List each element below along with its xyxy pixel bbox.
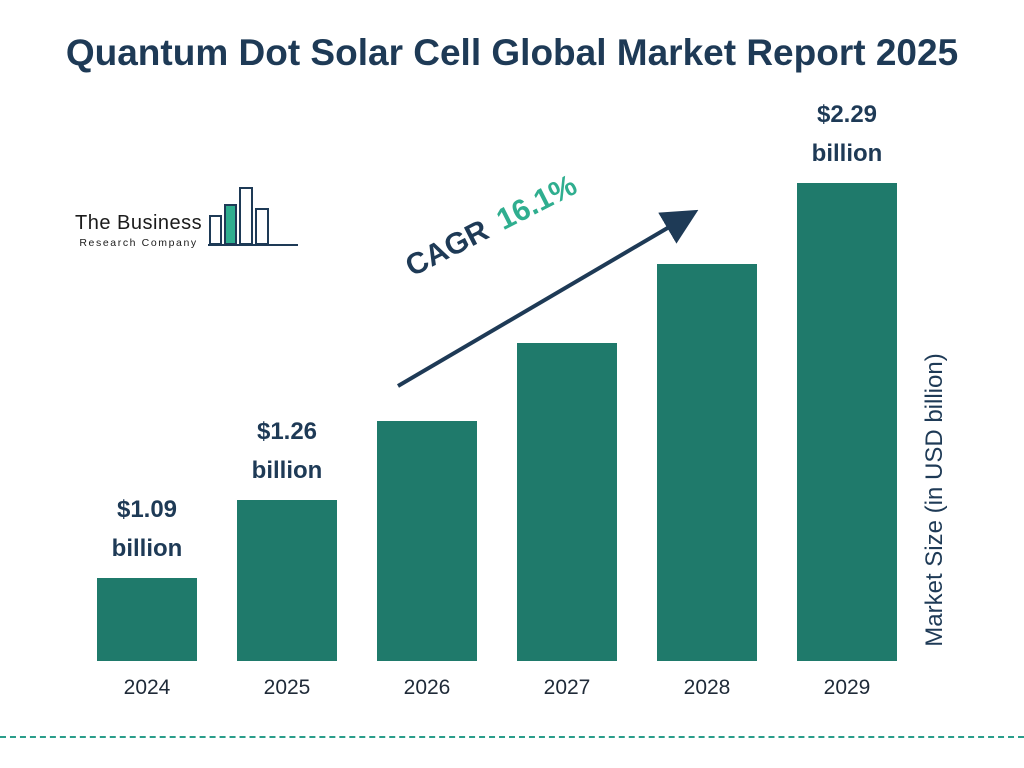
bar-chart: $1.09 billion 2024 $1.26 billion 2025 2026 20… [88, 96, 906, 700]
bar-2026 [377, 421, 477, 661]
logo-text-line2: Research Company [79, 237, 198, 249]
logo-bars-icon [208, 187, 299, 246]
page-title: Quantum Dot Solar Cell Global Market Rep… [65, 32, 959, 73]
bar-2027 [517, 343, 617, 661]
bar-value-label: $2.29 billion [811, 101, 883, 167]
bar-column-2029: $2.29 billion 2029 [788, 96, 906, 700]
x-axis-label-2029: 2029 [823, 676, 871, 699]
bar-column-2027: 2027 [508, 333, 626, 700]
logo-text-line1: The Business [75, 212, 203, 234]
bar-column-2024: $1.09 billion 2024 [88, 491, 206, 700]
logo-text: The Business Research Company [75, 212, 202, 249]
bar-2024 [97, 578, 197, 661]
company-logo: The Business Research Company [75, 185, 300, 249]
bar-column-2028: 2028 [648, 254, 766, 700]
bar-2025 [237, 500, 337, 661]
x-axis-label-2027: 2027 [543, 676, 591, 699]
bar-column-2025: $1.26 billion 2025 [228, 413, 346, 700]
bar-2029 [797, 183, 897, 661]
bar-value-label: $1.26 billion [251, 418, 323, 484]
bottom-dashed-divider [0, 736, 1024, 738]
x-axis-label-2028: 2028 [683, 676, 731, 699]
bar-column-2026: 2026 [368, 411, 486, 700]
bar-value-label: $1.09 billion [111, 496, 183, 562]
x-axis-label-2026: 2026 [403, 676, 451, 699]
y-axis-title: Market Size (in USD billion) [921, 353, 948, 647]
x-axis-label-2025: 2025 [263, 676, 311, 699]
x-axis-label-2024: 2024 [123, 676, 171, 699]
bar-2028 [657, 264, 757, 661]
